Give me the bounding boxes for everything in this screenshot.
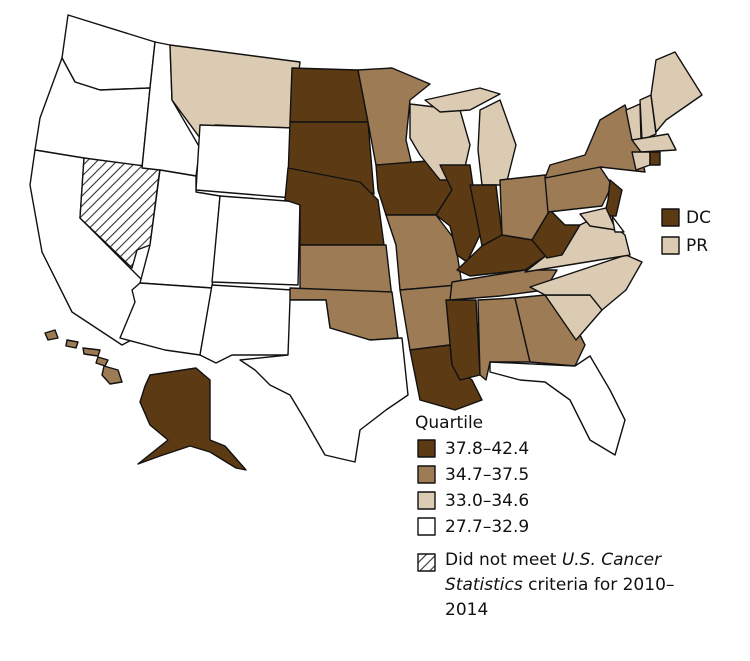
state (631, 151, 651, 171)
state (169, 44, 301, 139)
state (529, 254, 643, 311)
legend-label: 34.7–37.5 (445, 465, 529, 485)
legend-label: 33.0–34.6 (445, 491, 529, 511)
state (101, 365, 123, 385)
note-text: criteria for 2010–2014 (445, 575, 675, 620)
state (195, 124, 296, 199)
state (289, 67, 369, 123)
state (82, 347, 101, 357)
state (61, 14, 156, 91)
state (445, 299, 481, 381)
legend-note: Did not meet U.S. Cancer Statistics crit… (445, 548, 695, 623)
state (65, 339, 79, 349)
state (477, 99, 517, 186)
state (239, 299, 409, 463)
state (631, 133, 677, 153)
state (650, 51, 703, 133)
inset-label: PR (686, 236, 708, 256)
state (119, 282, 213, 356)
note-text: U.S. Cancer Statistics (445, 550, 662, 595)
legend-swatch (417, 465, 436, 484)
legend-title: Quartile (415, 413, 483, 433)
legend-swatch (417, 491, 436, 510)
inset-label: DC (686, 208, 711, 228)
note-text: Did not meet (445, 550, 562, 570)
state (489, 355, 626, 456)
inset-swatch (661, 236, 680, 255)
legend: 37.8–42.4 34.7–37.5 33.0–34.6 27.7–32.9 (417, 439, 529, 537)
state (649, 151, 661, 166)
legend-label: 37.8–42.4 (445, 439, 529, 459)
legend-label: 27.7–32.9 (445, 517, 529, 537)
state (95, 356, 109, 367)
legend-swatch (417, 517, 436, 536)
state (424, 87, 501, 113)
state (357, 67, 431, 166)
state (137, 367, 247, 471)
legend-swatch (417, 439, 436, 458)
state (211, 195, 301, 286)
state (611, 215, 625, 233)
states (29, 14, 703, 471)
state (44, 329, 59, 341)
inset-swatch (661, 208, 680, 227)
state (199, 284, 293, 364)
legend-swatch-not-met (417, 553, 436, 572)
